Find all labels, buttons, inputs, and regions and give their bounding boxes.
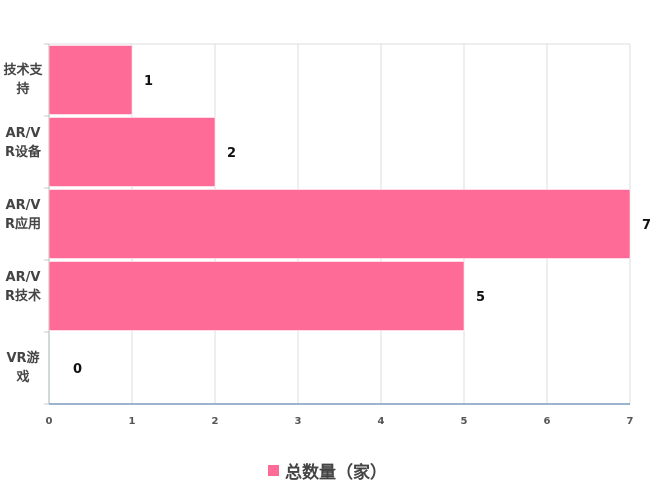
x-tick-label: 6 [544,416,551,427]
y-category-label: 技术支持 [3,63,43,97]
x-tick-label: 1 [129,416,136,427]
y-category-label: AR/VR设备 [4,125,41,160]
legend-swatch [268,465,279,476]
y-category-label: AR/VR技术 [4,269,41,304]
bar [48,189,631,259]
x-tick-label: 2 [212,416,219,427]
y-category-label: AR/VR应用 [4,197,41,232]
data-label: 0 [73,362,82,377]
x-tick-label: 0 [46,416,53,427]
data-label: 5 [476,290,485,305]
data-label: 1 [144,74,153,89]
bar [48,261,465,331]
bar [48,45,133,115]
legend: 总数量（家） [268,458,387,483]
y-category-label: VR游戏 [6,351,40,385]
data-label: 2 [227,146,236,161]
x-tick-label: 7 [627,416,634,427]
data-label: 7 [642,218,651,233]
legend-label: 总数量（家） [285,463,387,483]
x-tick-label: 4 [378,416,385,427]
bar [48,117,216,187]
x-tick-label: 5 [461,416,468,427]
x-tick-label: 3 [295,416,302,427]
